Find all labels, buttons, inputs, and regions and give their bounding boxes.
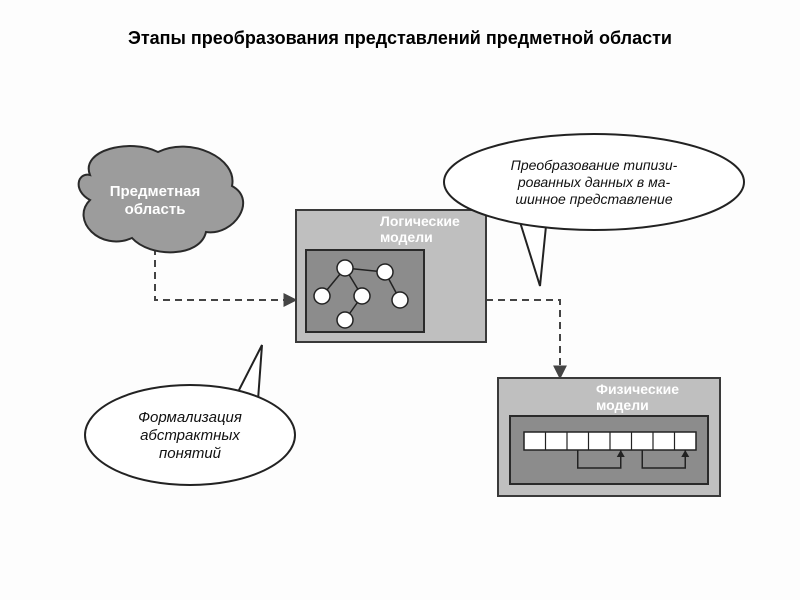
logical-models-box: Логические модели (296, 210, 486, 342)
physical-models-title-1: Физические (596, 381, 679, 397)
callout-formalization-line1: Формализация (138, 409, 242, 426)
callout-formalization-line3: понятий (159, 445, 222, 462)
callout-formalization-line2: абстрактных (140, 427, 240, 444)
callout-formalization: Формализация абстрактных понятий (85, 345, 295, 485)
callout-transform: Преобразование типизи- рованных данных в… (444, 134, 744, 286)
logical-models-title-2: модели (380, 229, 433, 245)
physical-models-box: Физические модели (498, 378, 720, 496)
logical-models-title-1: Логические (380, 213, 460, 229)
graph-node (392, 292, 408, 308)
graph-node (337, 260, 353, 276)
graph-node (377, 264, 393, 280)
graph-node (337, 312, 353, 328)
graph-node (354, 288, 370, 304)
graph-node (314, 288, 330, 304)
diagram-canvas: Предметная область Логические модели Физ… (0, 0, 800, 600)
flow-arrow-2 (486, 300, 560, 378)
callout-transform-line2: рованных данных в ма- (517, 174, 671, 190)
flow-arrow-1 (155, 248, 296, 300)
callout-transform-line3: шинное представление (515, 191, 672, 207)
subject-area-cloud: Предметная область (79, 146, 244, 252)
subject-area-label-1: Предметная (110, 183, 201, 200)
callout-transform-line1: Преобразование типизи- (511, 157, 678, 173)
physical-models-title-2: модели (596, 397, 649, 413)
subject-area-label-2: область (125, 201, 186, 218)
